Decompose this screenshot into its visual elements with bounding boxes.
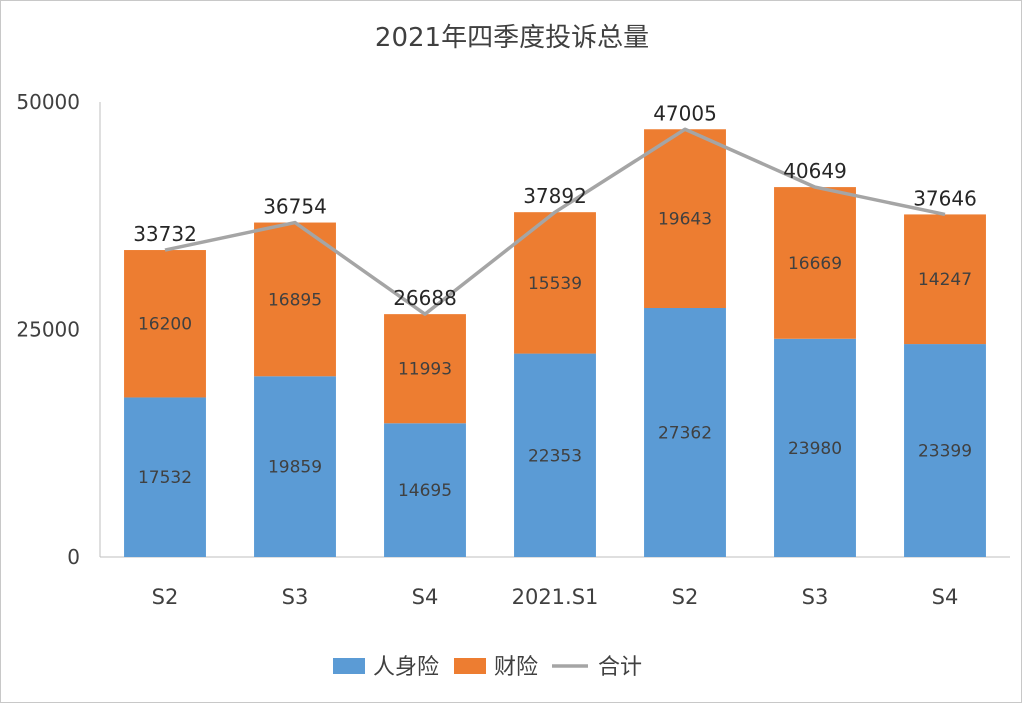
- bar-segment-property-insurance: [254, 222, 336, 377]
- total-line-group: [164, 127, 946, 316]
- segment-value-label: 15539: [528, 274, 582, 294]
- bar-segment-property-insurance: [904, 214, 986, 345]
- total-value-label: 33732: [133, 222, 197, 246]
- category-labels: S2 S3 S4 2021.S1 S2 S3 S4: [152, 585, 959, 609]
- legend-label: 人身险: [373, 655, 439, 680]
- total-value-label: 36754: [263, 195, 327, 219]
- bar-segment-life-insurance: [254, 376, 336, 557]
- bar-segment-life-insurance: [384, 423, 466, 557]
- category-label: S3: [802, 585, 829, 609]
- bar-segment-property-insurance: [774, 187, 856, 339]
- segment-value-label: 14695: [398, 481, 452, 501]
- total-value-label: 26688: [393, 286, 457, 310]
- bar-segment-life-insurance: [644, 308, 726, 557]
- y-tick-labels: 0 25000 50000: [16, 90, 80, 569]
- bars-group: [124, 129, 986, 557]
- segment-value-label: 23980: [788, 439, 842, 459]
- bar-segment-property-insurance: [124, 250, 206, 398]
- bar-segment-life-insurance: [904, 344, 986, 557]
- category-label: S2: [672, 585, 699, 609]
- category-label: S4: [412, 585, 439, 609]
- category-label: S2: [152, 585, 179, 609]
- legend-label: 财险: [494, 655, 538, 680]
- chart-title: 2021年四季度投诉总量: [375, 23, 649, 53]
- segment-value-label: 11993: [398, 360, 452, 380]
- category-label: 2021.S1: [512, 585, 599, 609]
- segment-value-label: 16895: [268, 290, 322, 310]
- y-tick-label: 50000: [16, 90, 80, 114]
- segment-value-label: 19859: [268, 458, 322, 478]
- legend-label: 合计: [598, 655, 642, 680]
- bar-segment-life-insurance: [124, 397, 206, 557]
- total-value-label: 47005: [653, 101, 717, 125]
- total-value-label: 37892: [523, 184, 587, 208]
- y-tick-label: 25000: [16, 318, 80, 342]
- segment-value-label: 14247: [918, 270, 972, 290]
- legend-swatch-life-insurance: [333, 658, 365, 674]
- legend-swatch-property-insurance: [454, 658, 486, 674]
- category-label: S4: [932, 585, 959, 609]
- segment-value-label: 16200: [138, 315, 192, 335]
- segment-value-label: 17532: [138, 468, 192, 488]
- total-labels: 33732 36754 26688 37892 47005 40649 37646: [133, 101, 977, 310]
- segment-value-label: 16669: [788, 254, 842, 274]
- total-line: [164, 127, 946, 316]
- bar-segment-property-insurance: [644, 129, 726, 309]
- segment-value-label: 22353: [528, 446, 582, 466]
- bar-segment-life-insurance: [774, 338, 856, 557]
- bar-segment-life-insurance: [514, 353, 596, 557]
- y-tick-label: 0: [67, 545, 80, 569]
- legend: 人身险 财险 合计: [333, 655, 642, 680]
- total-value-label: 37646: [913, 186, 977, 210]
- segment-value-label: 19643: [658, 210, 712, 230]
- segment-value-label: 27362: [658, 424, 712, 444]
- segment-labels: 17532 16200 19859 16895 14695 11993 22353 15539…: [138, 210, 972, 502]
- total-value-label: 40649: [783, 159, 847, 183]
- bar-segment-property-insurance: [384, 314, 466, 424]
- category-label: S3: [282, 585, 309, 609]
- segment-value-label: 23399: [918, 442, 972, 462]
